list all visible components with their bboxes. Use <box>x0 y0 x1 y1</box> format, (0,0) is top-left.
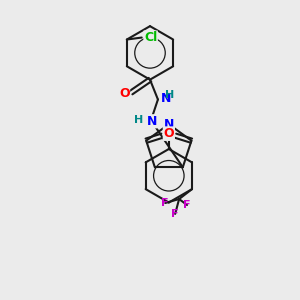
Text: F: F <box>171 209 179 219</box>
Text: F: F <box>183 200 191 210</box>
Text: O: O <box>163 127 174 140</box>
Text: H: H <box>134 115 144 125</box>
Text: Cl: Cl <box>144 31 157 44</box>
Text: N: N <box>161 92 171 105</box>
Text: H: H <box>165 89 174 100</box>
Text: O: O <box>164 127 174 140</box>
Text: N: N <box>147 115 158 128</box>
Text: N: N <box>164 118 174 131</box>
Text: F: F <box>161 198 169 208</box>
Text: O: O <box>119 87 130 100</box>
